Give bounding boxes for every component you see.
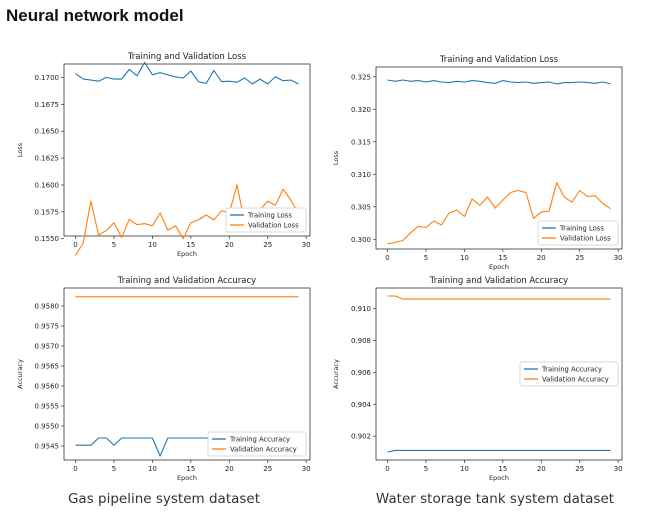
series-line-validation [387, 182, 611, 245]
y-axis-label: Loss [16, 142, 24, 157]
gas-loss-chart: Training and Validation Loss 0 5 10 15 20 25 30… [16, 52, 311, 258]
y-tick-label: 0.9575 [35, 323, 60, 331]
y-tick-label: 0.9580 [35, 303, 60, 311]
x-tick-label: 30 [614, 254, 623, 262]
series-line-validation [387, 295, 611, 300]
legend-label: Training Loss [247, 212, 292, 220]
x-tick-label: 25 [575, 254, 584, 262]
gas-accuracy-chart: Training and Validation Accuracy 0 5 10 15 20… [16, 276, 311, 482]
x-tick-label: 25 [263, 241, 272, 249]
legend-label: Validation Loss [560, 235, 611, 243]
y-tick-label: 0.9555 [35, 403, 60, 411]
x-axis-label: Epoch [177, 250, 197, 258]
y-tick-label: 0.9550 [35, 423, 60, 431]
legend-label: Validation Accuracy [230, 446, 297, 454]
y-tick-label: 0.305 [351, 203, 371, 211]
y-tick-label: 0.904 [351, 401, 372, 409]
x-tick-label: 30 [302, 465, 311, 473]
x-axis-label: Epoch [177, 474, 197, 482]
x-tick-label: 20 [225, 241, 234, 249]
legend-box [225, 207, 307, 233]
series-line-training [387, 79, 611, 85]
y-tick-label: 0.310 [351, 171, 371, 179]
water-tank-caption: Water storage tank system dataset [375, 491, 615, 507]
chart-title: Training and Validation Accuracy [429, 276, 568, 286]
x-tick-label: 10 [148, 465, 157, 473]
x-tick-label: 20 [537, 465, 546, 473]
x-tick-label: 20 [537, 254, 546, 262]
x-tick-label: 25 [575, 465, 584, 473]
series-line-training [75, 61, 299, 85]
legend-label: Training Accuracy [229, 436, 290, 444]
y-tick-label: 0.1600 [35, 181, 60, 189]
x-tick-label: 15 [186, 241, 195, 249]
legend-label: Validation Loss [248, 222, 299, 230]
y-tick-label: 0.910 [351, 305, 371, 313]
y-tick-label: 0.1650 [35, 128, 60, 136]
y-tick-label: 0.320 [351, 106, 371, 114]
y-tick-label: 0.9565 [35, 363, 60, 371]
y-axis-label: Loss [332, 150, 340, 165]
y-axis-label: Accuracy [332, 359, 340, 389]
x-axis-label: Epoch [489, 474, 509, 482]
x-tick-label: 20 [225, 465, 234, 473]
plot-frame [375, 66, 623, 250]
legend-label: Training Accuracy [541, 366, 602, 374]
x-tick-label: 25 [263, 465, 272, 473]
x-tick-label: 10 [460, 465, 469, 473]
y-tick-label: 0.1675 [35, 101, 60, 109]
y-tick-label: 0.315 [351, 138, 371, 146]
plot-frame [375, 287, 623, 461]
y-tick-label: 0.1575 [35, 208, 60, 216]
x-tick-label: 5 [424, 254, 428, 262]
plot-frame [63, 287, 311, 461]
x-tick-label: 10 [460, 254, 469, 262]
y-tick-label: 0.1550 [35, 235, 60, 243]
y-tick-label: 0.902 [351, 433, 371, 441]
x-tick-label: 10 [148, 241, 157, 249]
x-tick-label: 5 [424, 465, 428, 473]
series-line-training [387, 449, 611, 453]
y-tick-label: 0.1625 [35, 155, 60, 163]
x-tick-label: 30 [302, 241, 311, 249]
x-tick-label: 15 [498, 465, 507, 473]
x-tick-label: 5 [112, 241, 116, 249]
y-tick-label: 0.9545 [35, 443, 60, 451]
x-tick-label: 5 [112, 465, 116, 473]
y-tick-label: 0.1700 [35, 74, 60, 82]
x-tick-label: 15 [498, 254, 507, 262]
y-tick-label: 0.906 [351, 369, 372, 377]
legend-label: Validation Accuracy [542, 376, 609, 384]
legend-label: Training Loss [559, 225, 604, 233]
legend-box [207, 431, 307, 457]
y-tick-label: 0.300 [351, 236, 371, 244]
x-tick-label: 30 [614, 465, 623, 473]
x-tick-label: 15 [186, 465, 195, 473]
x-tick-label: 0 [385, 465, 389, 473]
water-accuracy-chart: Training and Validation Accuracy 0 5 10 15 20… [332, 276, 623, 482]
x-tick-label: 0 [73, 241, 77, 249]
chart-title: Training and Validation Accuracy [117, 276, 256, 286]
x-axis-label: Epoch [489, 263, 509, 271]
legend-box [519, 361, 619, 387]
chart-title: Training and Validation Loss [439, 55, 559, 65]
x-tick-label: 0 [385, 254, 389, 262]
legend-box [537, 220, 619, 246]
chart-title: Training and Validation Loss [127, 52, 247, 62]
plot-frame [63, 63, 311, 237]
x-tick-label: 0 [73, 465, 77, 473]
page-title: Neural network model [6, 6, 184, 25]
gas-pipeline-caption: Gas pipeline system dataset [67, 491, 261, 507]
y-tick-label: 0.9570 [35, 343, 60, 351]
y-tick-label: 0.908 [351, 337, 371, 345]
y-tick-label: 0.9560 [35, 383, 60, 391]
y-axis-label: Accuracy [16, 359, 24, 389]
y-tick-label: 0.325 [351, 73, 371, 81]
water-loss-chart: Training and Validation Loss 0 5 10 15 20 25 30… [332, 55, 623, 271]
